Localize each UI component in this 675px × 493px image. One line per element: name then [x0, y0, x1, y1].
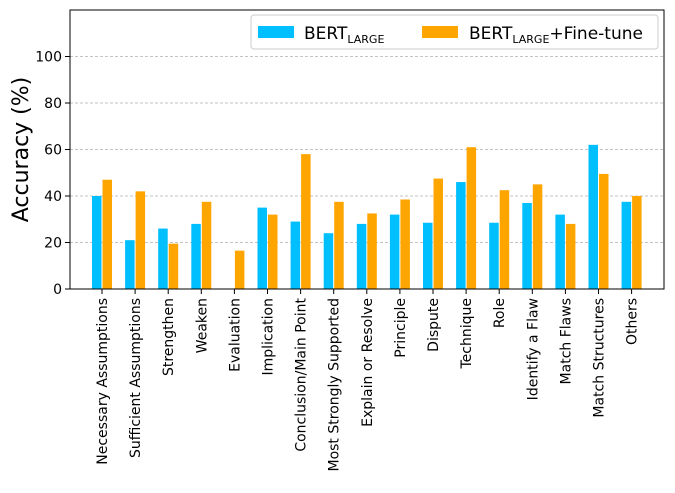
bar-bert-large-fine-tune	[499, 190, 510, 289]
legend-swatch	[422, 26, 458, 38]
x-tick-label: Weaken	[194, 298, 210, 353]
bar-bert-large-fine-tune	[433, 178, 443, 289]
bar-bert-large-fine-tune	[367, 213, 377, 289]
bars	[92, 144, 642, 289]
bar-bert-large	[191, 223, 201, 289]
bar-bert-large-fine-tune	[632, 196, 642, 289]
bar-bert-large	[522, 202, 532, 289]
legend-swatch	[258, 26, 294, 38]
bar-bert-large	[125, 240, 135, 289]
bar-bert-large	[423, 222, 433, 289]
x-tick-label: Explain or Resolve	[360, 298, 376, 427]
x-tick-label: Necessary Assumptions	[95, 298, 111, 465]
bar-bert-large	[92, 196, 102, 289]
bar-bert-large	[489, 222, 499, 289]
x-tick-label: Strengthen	[161, 298, 177, 376]
y-tick-label: 20	[44, 236, 62, 252]
bar-bert-large-fine-tune	[599, 173, 609, 289]
bar-bert-large-fine-tune	[532, 184, 543, 289]
x-axis: Necessary Assumptions Sufficient Assumpti…	[95, 289, 641, 472]
x-tick-label: Evaluation	[227, 298, 243, 372]
bar-bert-large	[389, 214, 400, 289]
x-tick-label: Match Structures	[592, 298, 608, 418]
bar-bert-large-fine-tune	[301, 154, 311, 289]
x-tick-label: Implication	[261, 298, 277, 376]
bar-bert-large	[257, 207, 267, 289]
bar-bert-large	[588, 144, 598, 289]
bar-bert-large-fine-tune	[102, 179, 112, 289]
legend-label: BERTLARGE+Fine-tune	[469, 24, 643, 46]
y-axis: 0 20 40 60 80 100	[35, 50, 70, 298]
y-tick-label: 40	[44, 189, 62, 205]
bar-bert-large-fine-tune	[334, 201, 344, 289]
bar-bert-large	[621, 201, 632, 289]
bar-bert-large	[290, 221, 301, 289]
y-tick-label: 0	[53, 282, 62, 298]
x-tick-label: Others	[625, 298, 641, 345]
y-tick-label: 60	[44, 143, 62, 159]
bar-bert-large-fine-tune	[565, 223, 576, 289]
bar-bert-large-fine-tune	[234, 250, 245, 289]
x-tick-label: Role	[492, 298, 508, 328]
legend: BERTLARGE BERTLARGE+Fine-tune	[250, 14, 659, 50]
bar-bert-large-fine-tune	[168, 243, 179, 289]
legend-label: BERTLARGE	[304, 24, 384, 46]
x-tick-label: Technique	[459, 298, 475, 370]
x-tick-label: Identify a Flaw	[525, 298, 541, 400]
x-tick-label: Dispute	[426, 298, 442, 352]
x-tick-label: Match Flaws	[558, 298, 574, 384]
x-tick-label: Sufficient Assumptions	[128, 298, 144, 458]
bar-bert-large-fine-tune	[400, 199, 410, 289]
bar-bert-large	[555, 214, 565, 289]
bar-bert-large-fine-tune	[135, 191, 146, 289]
bar-bert-large	[456, 182, 466, 289]
bar-bert-large-fine-tune	[466, 147, 477, 289]
bar-bert-large	[356, 223, 367, 289]
x-tick-label: Principle	[393, 298, 409, 358]
bar-bert-large-fine-tune	[268, 214, 278, 289]
grid-lines	[70, 56, 664, 243]
x-tick-label: Conclusion/Main Point	[294, 298, 310, 452]
x-tick-label: Most Strongly Supported	[327, 298, 343, 472]
bar-bert-large	[323, 233, 334, 289]
y-axis-label: Accuracy (%)	[9, 77, 34, 223]
bar-bert-large-fine-tune	[201, 201, 212, 289]
y-tick-label: 80	[44, 96, 62, 112]
y-tick-label: 100	[35, 50, 62, 66]
bar-bert-large	[158, 228, 168, 289]
